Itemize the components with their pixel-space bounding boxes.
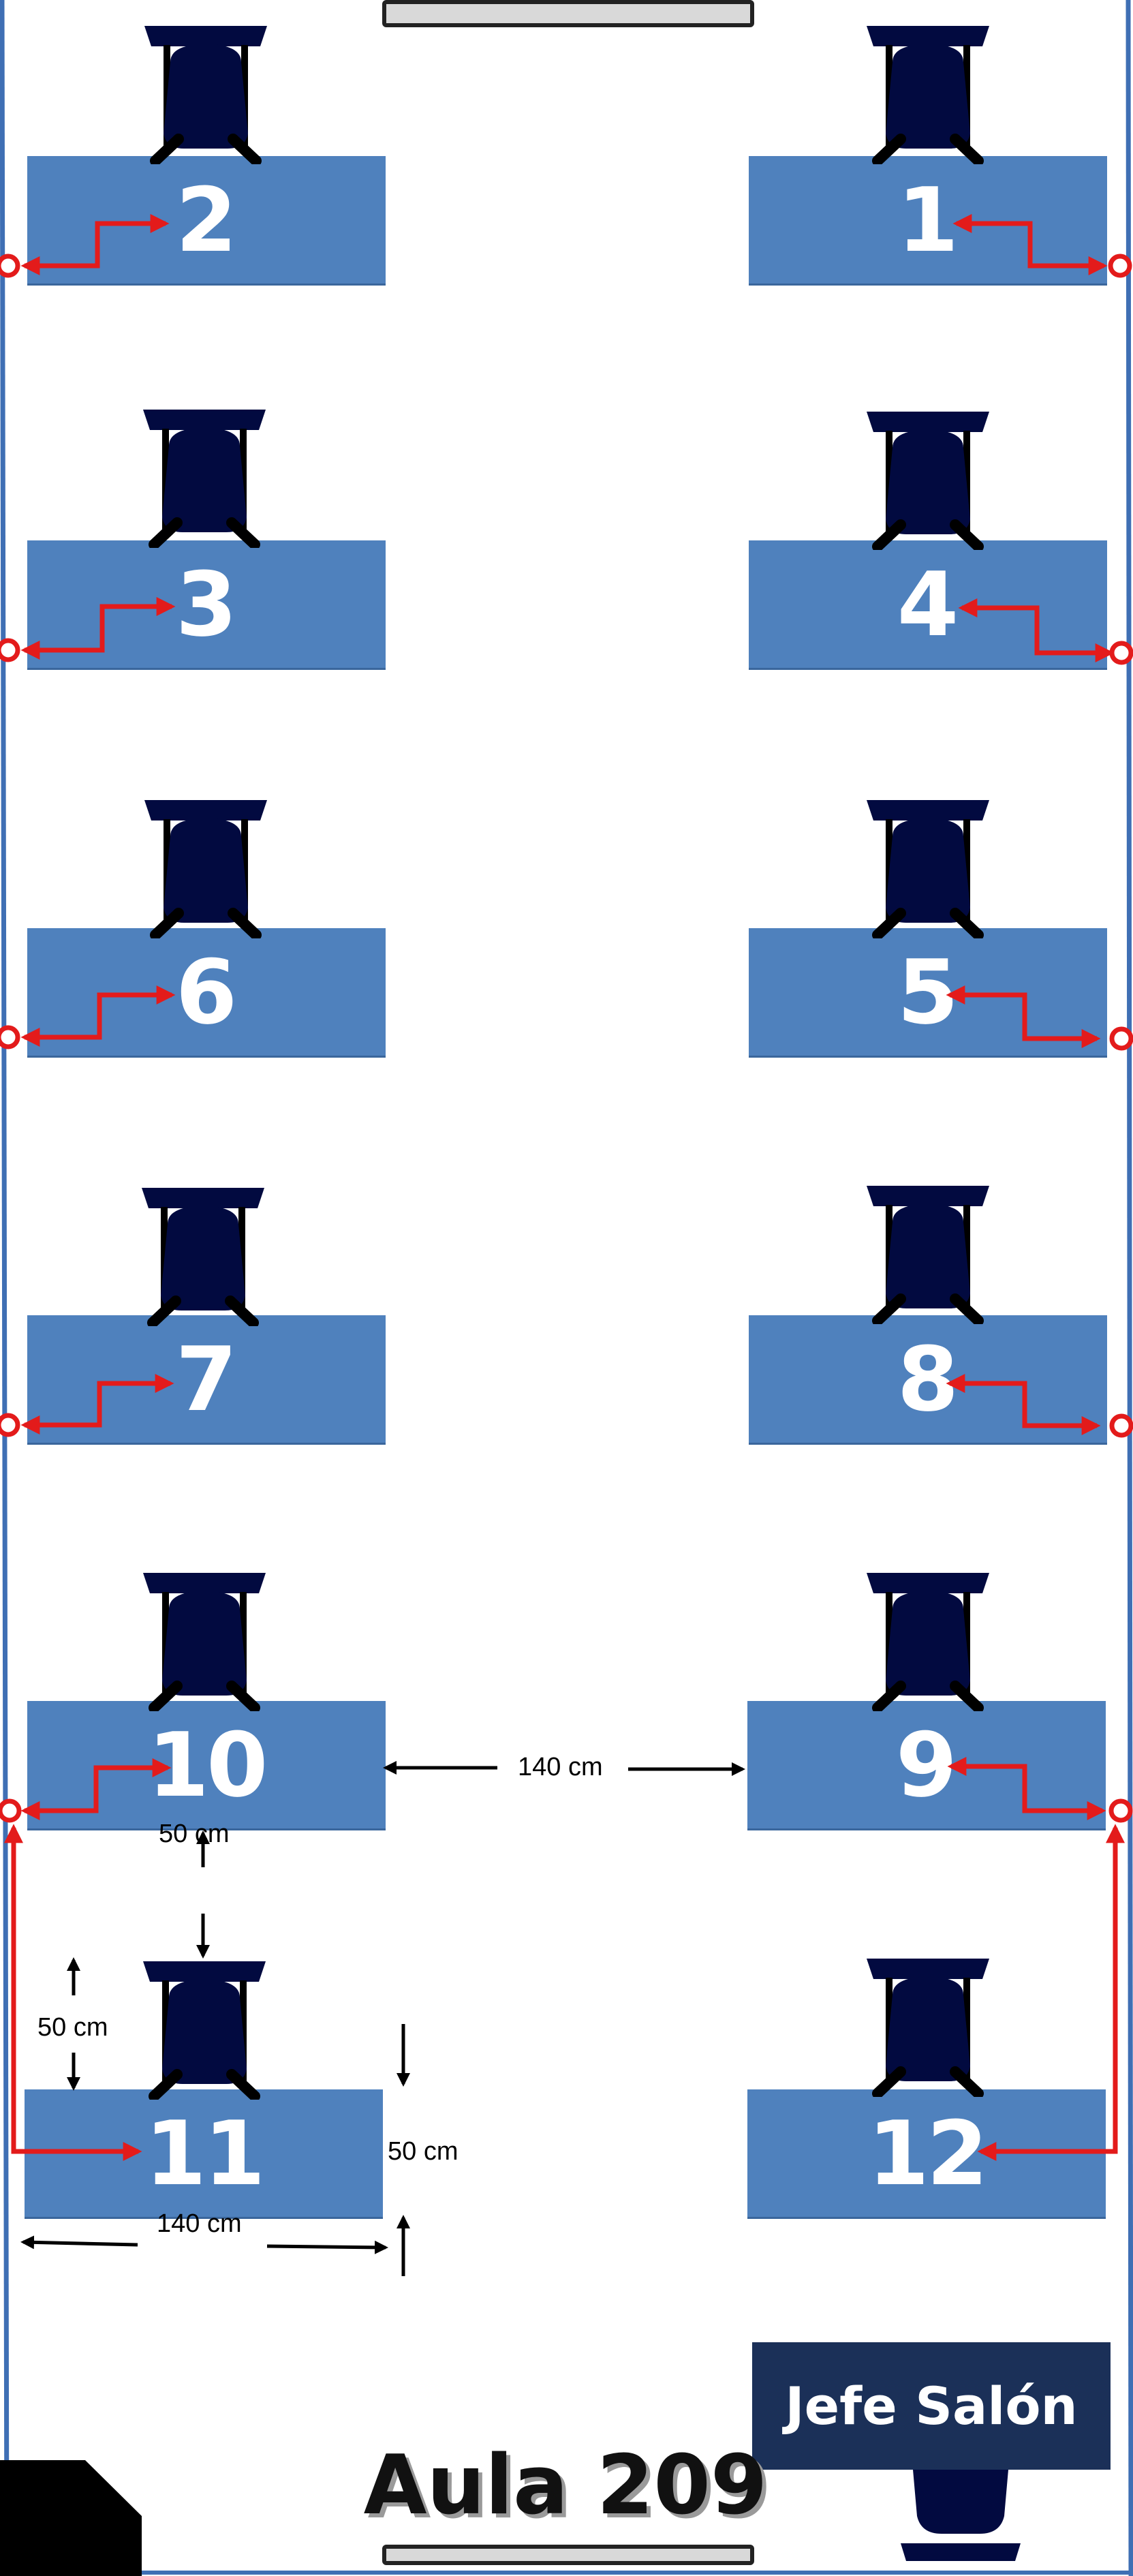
outlet-icon [1109, 1413, 1133, 1438]
room-title: Aula 209 [363, 2438, 768, 2533]
route-arrow [946, 985, 1101, 1048]
route-arrow [20, 597, 176, 660]
outlet-icon [1109, 641, 1133, 665]
desk-number: 1 [897, 168, 959, 272]
route-arrow [4, 1824, 142, 2161]
route-arrow [20, 1758, 172, 1820]
desk-1[interactable]: 1 [749, 156, 1107, 286]
chair-depth-label: 50 cm [37, 2013, 108, 2042]
outlet-icon [0, 638, 20, 662]
desk-number: 2 [175, 168, 238, 272]
desk-depth-label: 50 cm [388, 2137, 459, 2166]
outlet-icon [0, 254, 20, 278]
desk-number: 6 [175, 940, 238, 1044]
corner-column [0, 2460, 142, 2576]
teacher-desk-label: Jefe Salón [785, 2376, 1078, 2436]
outlet-icon [1108, 1798, 1133, 1823]
bottom-door [382, 2545, 754, 2565]
outlet-icon [0, 1798, 22, 1823]
outlet-icon [1109, 1026, 1133, 1051]
route-arrow [20, 1374, 174, 1435]
route-arrow [20, 214, 170, 275]
teacher-desk[interactable]: Jefe Salón [752, 2342, 1111, 2470]
route-arrow [947, 1757, 1106, 1820]
top-door [382, 0, 754, 27]
teacher-chair-icon [901, 2470, 1021, 2561]
route-arrow [977, 1824, 1125, 2161]
desk-number: 7 [175, 1327, 238, 1431]
route-arrow [958, 598, 1115, 662]
desk-number: 11 [144, 2101, 266, 2205]
outlet-icon [1108, 254, 1132, 278]
desk-width-label: 140 cm [157, 2209, 242, 2238]
route-arrow [952, 214, 1108, 275]
desk-number: 3 [175, 552, 238, 656]
desk-number: 12 [867, 2101, 989, 2205]
route-arrow [946, 1374, 1101, 1435]
row-gap-label: 50 cm [159, 1820, 230, 1848]
desk-12[interactable]: 12 [747, 2089, 1106, 2219]
outlet-icon [0, 1413, 20, 1437]
desk-number: 4 [897, 552, 959, 656]
desk-number: 9 [895, 1713, 958, 1817]
aisle-width-label: 140 cm [518, 1753, 603, 1781]
outlet-icon [0, 1025, 20, 1049]
route-arrow [20, 985, 176, 1047]
